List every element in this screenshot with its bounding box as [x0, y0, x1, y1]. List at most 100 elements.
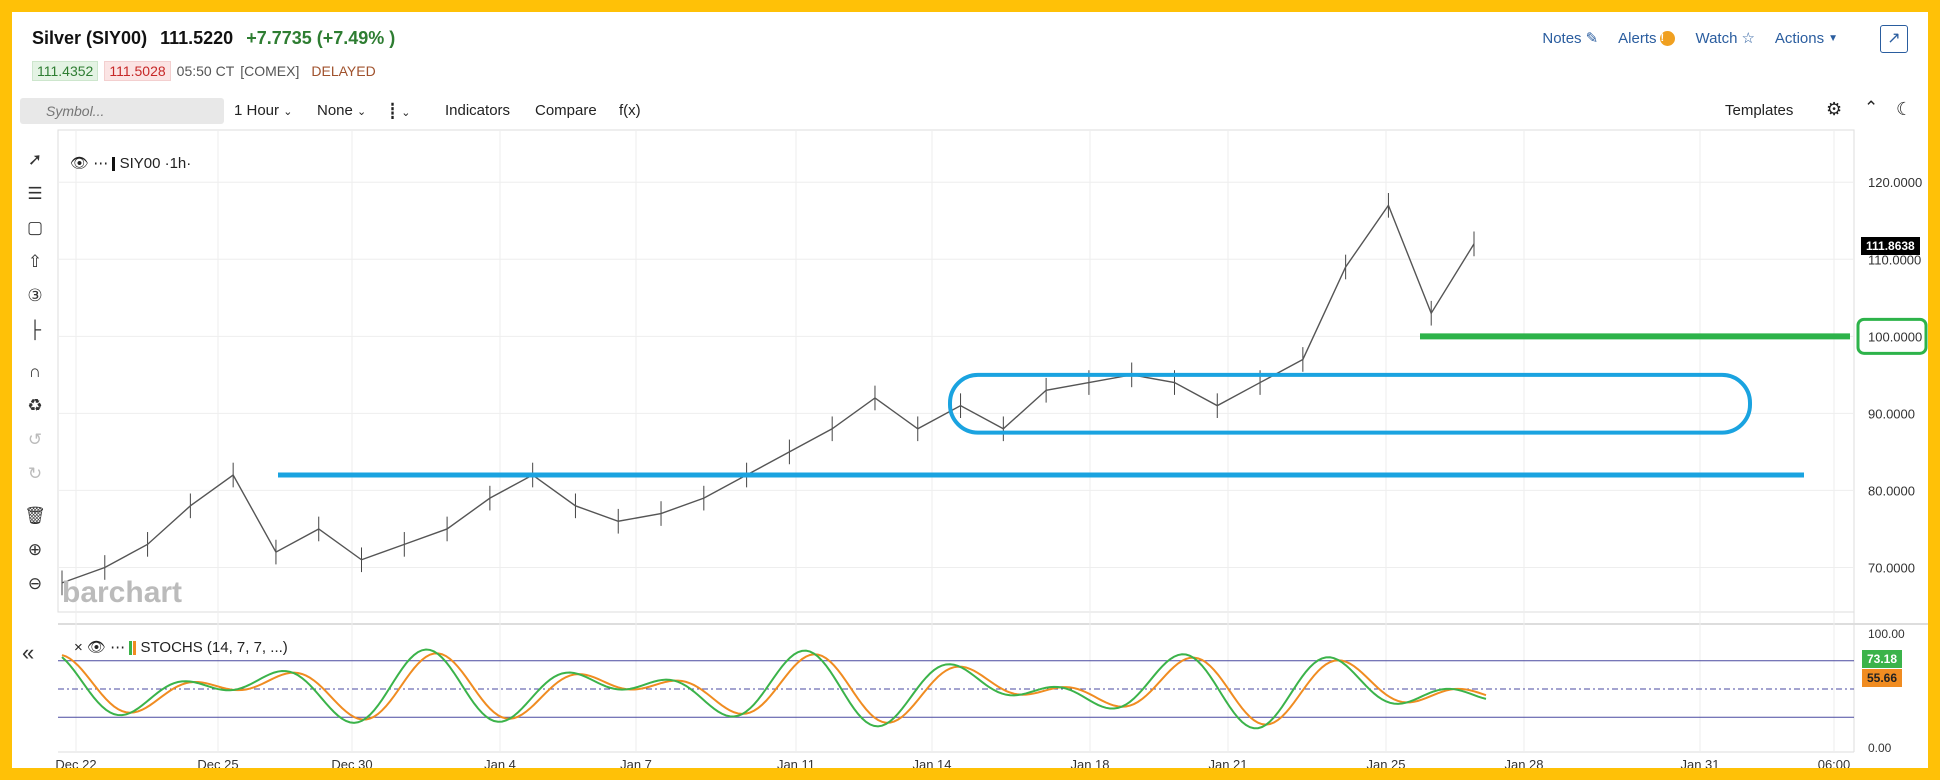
compare-button[interactable]: Compare: [535, 102, 597, 119]
watch-label: Watch: [1695, 29, 1738, 47]
more-icon[interactable]: ⋯: [110, 639, 126, 656]
notes-link[interactable]: Notes ✎: [1542, 29, 1599, 48]
exchange-label: [COMEX]: [240, 63, 300, 79]
actions-menu[interactable]: Actions ▼: [1775, 29, 1838, 47]
price-axis-label: 100.0000: [1868, 329, 1922, 344]
stoch-d-tag: 55.66: [1862, 669, 1903, 687]
header-actions: Notes ✎ Alerts! Watch ☆ Actions ▼: [1542, 29, 1838, 48]
zoom-in-icon[interactable]: ⊕: [27, 540, 43, 559]
price-change: +7.7735 (+7.49% ): [246, 28, 396, 48]
date-axis-label: Jan 14: [912, 757, 951, 768]
date-axis-label: Jan 4: [484, 757, 516, 768]
chevron-down-icon: ⌄: [401, 107, 411, 119]
ask-price: 111.5028: [104, 61, 171, 81]
app-frame: Silver (SIY00) 111.5220 +7.7735 (+7.49% …: [12, 12, 1928, 768]
numbered-marker-icon[interactable]: ③: [27, 286, 43, 305]
chart-toolbar: 1 Hour ⌄ None ⌄ ┋ ⌄ Indicators Compare f…: [12, 96, 1928, 130]
date-axis-label: Jan 31: [1680, 757, 1719, 768]
rectangle-tool-icon[interactable]: ▢: [26, 218, 44, 237]
chevron-down-icon: ⌄: [357, 106, 367, 118]
pencil-icon: ✎: [1585, 30, 1599, 47]
zoom-out-icon[interactable]: ⊖: [27, 574, 43, 593]
more-icon[interactable]: ⋯: [93, 155, 109, 172]
actions-label: Actions: [1774, 29, 1825, 47]
collapse-left-icon[interactable]: «: [22, 640, 35, 665]
moon-icon[interactable]: ☾: [1896, 99, 1913, 119]
date-axis-label: Jan 25: [1366, 757, 1405, 768]
last-price: 111.5220: [160, 28, 234, 48]
chart-svg[interactable]: Dec 22 Dec 25 Dec 30 Jan 4 Jan 7 Jan 11 Jan 14…: [12, 12, 1928, 768]
fibonacci-tool-icon[interactable]: ☰: [27, 184, 43, 203]
date-axis-label: 06:00: [1818, 757, 1851, 768]
symbol-name: Silver (SIY00): [32, 28, 148, 48]
unlock-icon[interactable]: ♻: [27, 396, 43, 415]
date-axis-label: Jan 18: [1070, 757, 1109, 768]
eye-icon[interactable]: 👁: [86, 639, 106, 656]
trendline-tool-icon[interactable]: ➚: [27, 150, 43, 169]
price-axis-label: 70.0000: [1868, 560, 1915, 575]
notes-label: Notes: [1542, 29, 1582, 47]
date-axis-label: Dec 30: [331, 757, 372, 768]
stoch-color-swatch-2: [133, 641, 137, 656]
main-series-label: SIY00 ·1h·: [119, 155, 192, 172]
watch-link[interactable]: Watch ☆: [1695, 29, 1755, 48]
date-axis-label: Jan 7: [620, 757, 652, 768]
arrow-tool-icon[interactable]: ⇧: [27, 252, 43, 271]
symbol-search-input[interactable]: [20, 98, 224, 124]
price-axis-label: 90.0000: [1868, 406, 1915, 421]
date-axis-label: Jan 11: [777, 757, 815, 768]
close-icon[interactable]: ×: [74, 639, 83, 656]
aggregation-dropdown[interactable]: None ⌄: [317, 102, 366, 119]
trash-icon[interactable]: 🗑: [24, 506, 46, 525]
templates-button[interactable]: Templates: [1725, 102, 1794, 119]
bid-price: 111.4352: [32, 61, 99, 81]
aggregation-label: None: [317, 102, 353, 119]
quote-header: Silver (SIY00) 111.5220 +7.7735 (+7.49% …: [32, 28, 395, 49]
quote-time: 05:50 CT: [176, 63, 235, 79]
undo-icon[interactable]: ↺: [27, 430, 43, 449]
current-price-tag: 111.8638: [1861, 237, 1920, 255]
gear-icon[interactable]: ⚙: [1826, 99, 1843, 119]
star-icon: ☆: [1741, 30, 1755, 47]
stoch-d-line: [61, 652, 1487, 726]
stoch-color-swatch: [129, 641, 133, 656]
main-legend: 👁 ⋯ SIY00 ·1h·: [70, 154, 191, 172]
interval-label: 1 Hour: [234, 102, 280, 119]
ohlc-bars-icon: ┋: [388, 103, 398, 120]
interval-dropdown[interactable]: 1 Hour ⌄: [234, 102, 292, 119]
redo-icon[interactable]: ↻: [27, 464, 43, 483]
magnet-icon[interactable]: ∩: [28, 362, 42, 381]
alerts-label: Alerts: [1618, 29, 1657, 47]
alerts-link[interactable]: Alerts!: [1618, 29, 1676, 47]
caret-down-icon: ▼: [1828, 32, 1838, 44]
price-axis-label: 80.0000: [1868, 483, 1915, 498]
stoch-legend: × 👁 ⋯ STOCHS (14, 7, 7, ...): [74, 638, 288, 656]
price-series-line: [61, 203, 1475, 584]
collapse-up-icon[interactable]: ⌃: [1864, 98, 1879, 117]
stoch-axis-label: 0.00: [1868, 741, 1892, 755]
main-panel-border: [57, 129, 1855, 613]
date-axis-label: Dec 22: [55, 757, 96, 768]
stoch-k-tag: 73.18: [1862, 650, 1903, 668]
measure-tool-icon[interactable]: ├: [28, 320, 42, 339]
price-axis-label: 120.0000: [1868, 175, 1922, 190]
level-highlight-box: [1856, 317, 1928, 355]
date-axis-label: Jan 28: [1504, 757, 1543, 768]
stoch-label: STOCHS (14, 7, 7, ...): [140, 639, 288, 656]
eye-icon[interactable]: 👁: [70, 155, 90, 172]
expand-icon[interactable]: ↗: [1880, 25, 1908, 53]
bar-type-dropdown[interactable]: ┋ ⌄: [388, 102, 410, 120]
alert-badge: !: [1660, 30, 1676, 46]
chevron-down-icon: ⌄: [283, 106, 293, 118]
consolidation-ellipse: [948, 372, 1752, 435]
barchart-watermark: barchart: [62, 576, 182, 609]
date-axis-label: Dec 25: [197, 757, 238, 768]
fx-button[interactable]: f(x): [619, 102, 641, 119]
drawing-toolbar: ➚ ☰ ▢ ⇧ ③ ├ ∩ ♻ ↺ ↻ 🗑 ⊕ ⊖: [12, 140, 58, 764]
delayed-status: DELAYED: [311, 63, 376, 79]
quote-details: 111.4352 111.5028 05:50 CT [COMEX] DELAY…: [32, 61, 376, 81]
series-color-swatch: [112, 157, 116, 172]
indicators-button[interactable]: Indicators: [445, 102, 511, 119]
date-axis-label: Jan 21: [1208, 757, 1247, 768]
stoch-k-line: [61, 648, 1487, 730]
